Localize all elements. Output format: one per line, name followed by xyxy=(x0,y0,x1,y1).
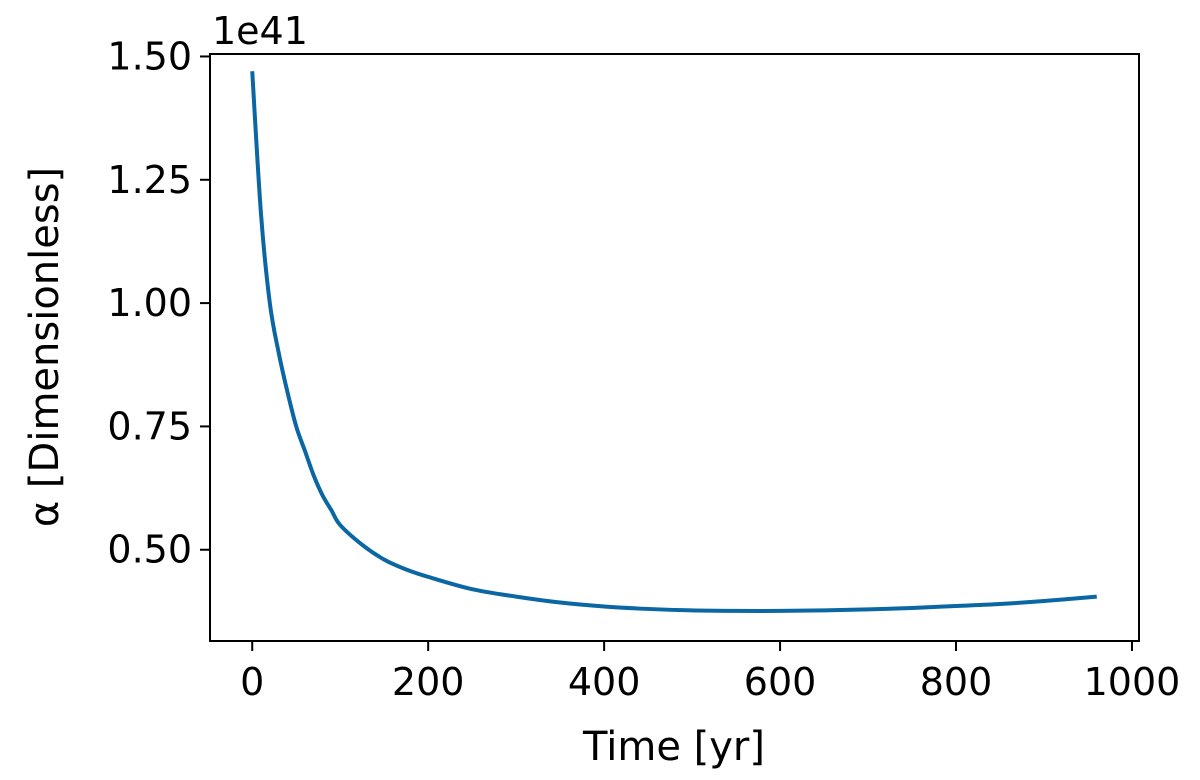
x-tick-label: 600 xyxy=(744,660,817,704)
y-axis: 0.50 0.75 1.00 1.25 1.50 xyxy=(107,34,210,572)
y-tick-label: 1.00 xyxy=(107,281,192,325)
y-tick-label: 0.75 xyxy=(107,404,192,448)
x-tick-label: 200 xyxy=(392,660,465,704)
x-tick-label: 0 xyxy=(240,660,264,704)
series-line xyxy=(250,71,1097,613)
x-tick-label: 400 xyxy=(568,660,641,704)
x-tick-label: 1000 xyxy=(1084,660,1181,704)
y-axis-label: α [Dimensionless] xyxy=(22,167,68,527)
x-tick-label: 800 xyxy=(920,660,993,704)
plot-area xyxy=(209,53,1140,642)
x-axis-label: Time [yr] xyxy=(582,724,765,770)
y-tick-label: 1.50 xyxy=(107,34,192,78)
y-offset-label: 1e41 xyxy=(212,9,308,53)
y-tick-label: 0.50 xyxy=(107,528,192,572)
y-tick-label: 1.25 xyxy=(107,158,192,202)
x-axis: 0 200 400 600 800 1000 xyxy=(240,641,1180,704)
series-layer xyxy=(250,71,1097,613)
